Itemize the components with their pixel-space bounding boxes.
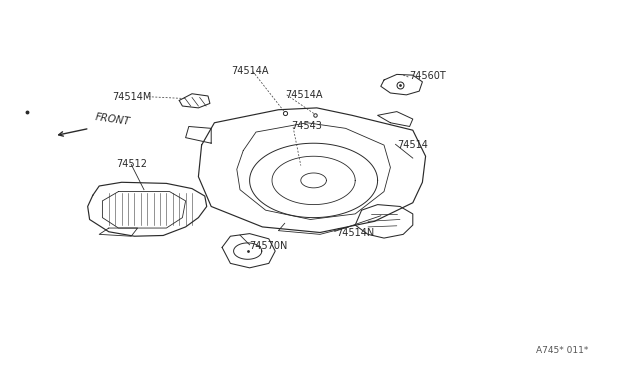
- Text: A745* 011*: A745* 011*: [536, 346, 589, 355]
- Text: 74514: 74514: [397, 140, 428, 150]
- Text: 74514M: 74514M: [112, 92, 152, 102]
- Text: 74514A: 74514A: [285, 90, 323, 100]
- Text: 74514N: 74514N: [336, 228, 374, 237]
- Text: 74514A: 74514A: [231, 66, 268, 76]
- Text: 74570N: 74570N: [250, 241, 288, 250]
- Text: 74512: 74512: [116, 159, 147, 169]
- Text: 74543: 74543: [291, 122, 322, 131]
- Text: FRONT: FRONT: [95, 112, 131, 126]
- Text: 74560T: 74560T: [410, 71, 446, 81]
